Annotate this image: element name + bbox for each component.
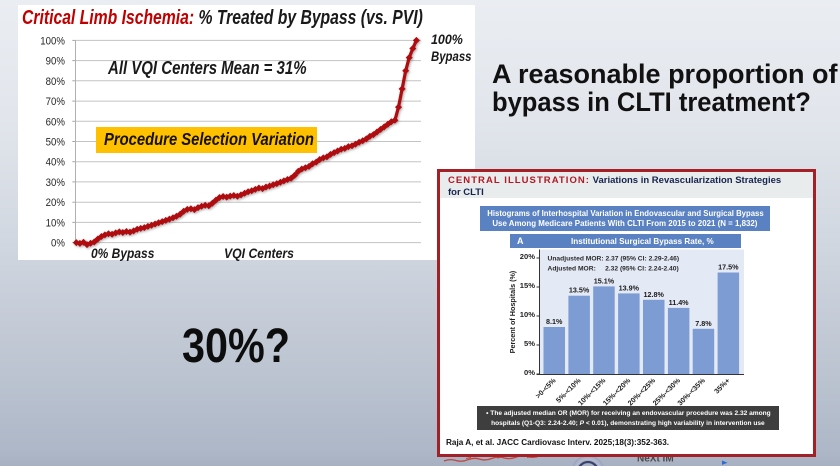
svg-text:7.8%: 7.8% (695, 319, 712, 328)
svg-text:8.1%: 8.1% (546, 317, 563, 326)
svg-text:60%: 60% (46, 116, 65, 128)
svg-text:12.8%: 12.8% (644, 290, 665, 299)
svg-text:50%: 50% (46, 137, 65, 149)
svg-text:Unadjusted MOR: 2.37 (95% CI:: Unadjusted MOR: 2.37 (95% CI: 2.29-2.46) (548, 256, 680, 263)
svg-text:10%: 10% (520, 310, 535, 319)
svg-text:Adjusted MOR: 2.32 (95% CI: Adjusted MOR: 2.32 (95% CI: 2.24-2.40) (548, 266, 679, 273)
svg-text:40%: 40% (46, 157, 65, 169)
svg-text:15%: 15% (520, 281, 535, 290)
svg-text:20%: 20% (520, 252, 535, 261)
svg-text:0%: 0% (524, 368, 535, 377)
svg-text:90%: 90% (46, 56, 65, 68)
svg-text:13.9%: 13.9% (619, 283, 640, 292)
svg-text:15.1%: 15.1% (594, 276, 615, 285)
svg-text:5%: 5% (524, 339, 535, 348)
svg-text:30%: 30% (46, 177, 65, 189)
svg-text:17.5%: 17.5% (718, 263, 739, 272)
svg-text:11.4%: 11.4% (669, 298, 690, 307)
svg-text:30%-<35%: 30%-<35% (675, 376, 707, 408)
svg-text:20%: 20% (46, 197, 65, 209)
svg-text:13.5%: 13.5% (569, 286, 590, 295)
svg-text:Percent of Hospitals (%): Percent of Hospitals (%) (508, 270, 517, 353)
svg-text:70%: 70% (46, 96, 65, 108)
svg-text:NeXt IM: NeXt IM (637, 454, 674, 465)
svg-text:35%+: 35%+ (712, 376, 732, 396)
svg-text:80%: 80% (46, 76, 65, 88)
svg-text:0%: 0% (51, 238, 65, 250)
svg-text:10%: 10% (46, 217, 65, 229)
svg-text:100%: 100% (40, 35, 65, 47)
